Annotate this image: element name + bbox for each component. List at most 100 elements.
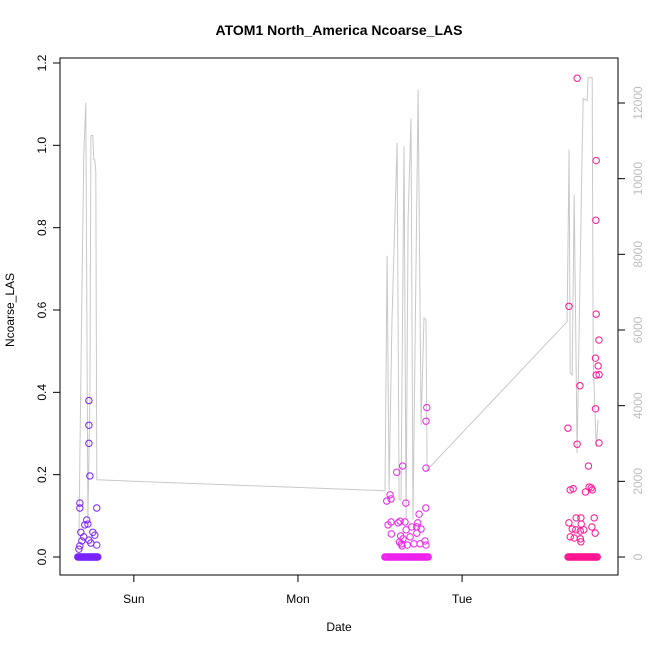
- data-point-zero: [93, 553, 102, 561]
- data-point: [592, 310, 600, 318]
- data-point: [422, 541, 430, 549]
- data-point: [592, 216, 600, 224]
- y-tick-label: 0.8: [35, 219, 49, 236]
- data-point: [80, 533, 88, 541]
- data-point: [396, 517, 404, 525]
- data-point-zero: [593, 553, 601, 561]
- y2-tick-label: 0: [631, 553, 645, 560]
- data-point: [413, 529, 421, 537]
- secondary-line: [78, 77, 599, 541]
- data-point: [402, 499, 410, 507]
- data-point: [584, 462, 593, 470]
- data-point: [75, 545, 83, 553]
- data-point: [564, 424, 572, 432]
- plot-box: [59, 57, 619, 576]
- y-tick-label: 1.2: [35, 54, 49, 71]
- data-point: [93, 504, 101, 512]
- data-point: [581, 488, 590, 496]
- data-point: [594, 362, 602, 370]
- data-point: [592, 371, 600, 379]
- y-tick-label: 0.6: [35, 301, 49, 318]
- x-tick-label: Tue: [452, 592, 473, 606]
- data-point: [566, 486, 574, 494]
- data-point: [402, 526, 410, 534]
- data-point: [416, 540, 424, 548]
- data-point: [394, 519, 402, 527]
- data-point: [76, 499, 84, 507]
- data-point: [415, 510, 423, 518]
- data-point: [565, 519, 573, 527]
- data-point: [93, 541, 101, 549]
- data-point: [387, 495, 395, 503]
- data-point: [576, 382, 584, 390]
- data-point: [398, 462, 407, 470]
- points-layer: [74, 74, 603, 561]
- chart-title: ATOM1 North_America Ncoarse_LAS: [216, 22, 463, 38]
- data-point: [387, 530, 396, 538]
- data-point: [387, 518, 395, 526]
- data-point: [595, 439, 603, 447]
- data-point: [422, 464, 430, 472]
- data-point: [573, 440, 581, 448]
- y-tick-label: 0.2: [35, 466, 49, 483]
- data-point: [403, 541, 411, 549]
- data-point: [395, 538, 404, 546]
- data-point: [565, 302, 573, 310]
- data-point: [577, 514, 585, 522]
- y2-tick-label: 2000: [631, 468, 645, 495]
- y-tick-label: 0.0: [35, 548, 49, 565]
- data-point: [398, 542, 406, 550]
- secondary-layer: [78, 77, 599, 541]
- data-point: [576, 535, 585, 543]
- data-point: [595, 370, 603, 379]
- data-point: [592, 156, 600, 165]
- data-point: [85, 396, 93, 405]
- x-axis-label: Date: [326, 620, 352, 634]
- data-point: [422, 417, 430, 425]
- data-point: [422, 504, 430, 512]
- y2-tick-label: 6000: [631, 316, 645, 343]
- data-point: [414, 519, 422, 527]
- x-tick-label: Mon: [286, 592, 309, 606]
- y-axis-label: Ncoarse_LAS: [3, 273, 17, 347]
- y-tick-label: 0.4: [35, 384, 49, 401]
- data-point: [577, 538, 585, 546]
- y2-tick-label: 10000: [631, 162, 645, 196]
- data-point: [572, 526, 580, 534]
- data-point: [86, 472, 94, 480]
- y2-tick-label: 8000: [631, 241, 645, 268]
- data-point: [568, 525, 576, 533]
- data-point: [570, 534, 578, 542]
- x-tick-label: Sun: [123, 592, 144, 606]
- data-point: [573, 74, 581, 82]
- data-point: [591, 354, 600, 362]
- y2-tick-label: 12000: [631, 86, 645, 120]
- data-point: [84, 520, 92, 528]
- y-tick-label: 1.0: [35, 137, 49, 154]
- data-point: [590, 514, 598, 522]
- data-point: [401, 518, 409, 526]
- data-point: [91, 531, 99, 539]
- data-point: [572, 514, 580, 522]
- data-point: [591, 529, 599, 537]
- data-point: [576, 527, 584, 535]
- data-point: [406, 533, 414, 541]
- data-point: [81, 521, 89, 529]
- data-point: [566, 533, 574, 541]
- data-point: [408, 523, 416, 531]
- data-point: [588, 486, 596, 494]
- data-point-zero: [424, 553, 432, 561]
- data-point: [393, 468, 401, 476]
- data-point: [85, 439, 93, 448]
- data-point: [591, 405, 600, 413]
- data-point: [386, 491, 394, 499]
- data-point: [383, 497, 391, 505]
- data-point: [417, 525, 425, 533]
- data-point: [78, 537, 86, 545]
- data-point: [588, 523, 596, 531]
- data-point: [423, 403, 431, 412]
- data-point: [83, 516, 91, 524]
- data-point: [410, 540, 418, 548]
- data-point: [85, 421, 93, 429]
